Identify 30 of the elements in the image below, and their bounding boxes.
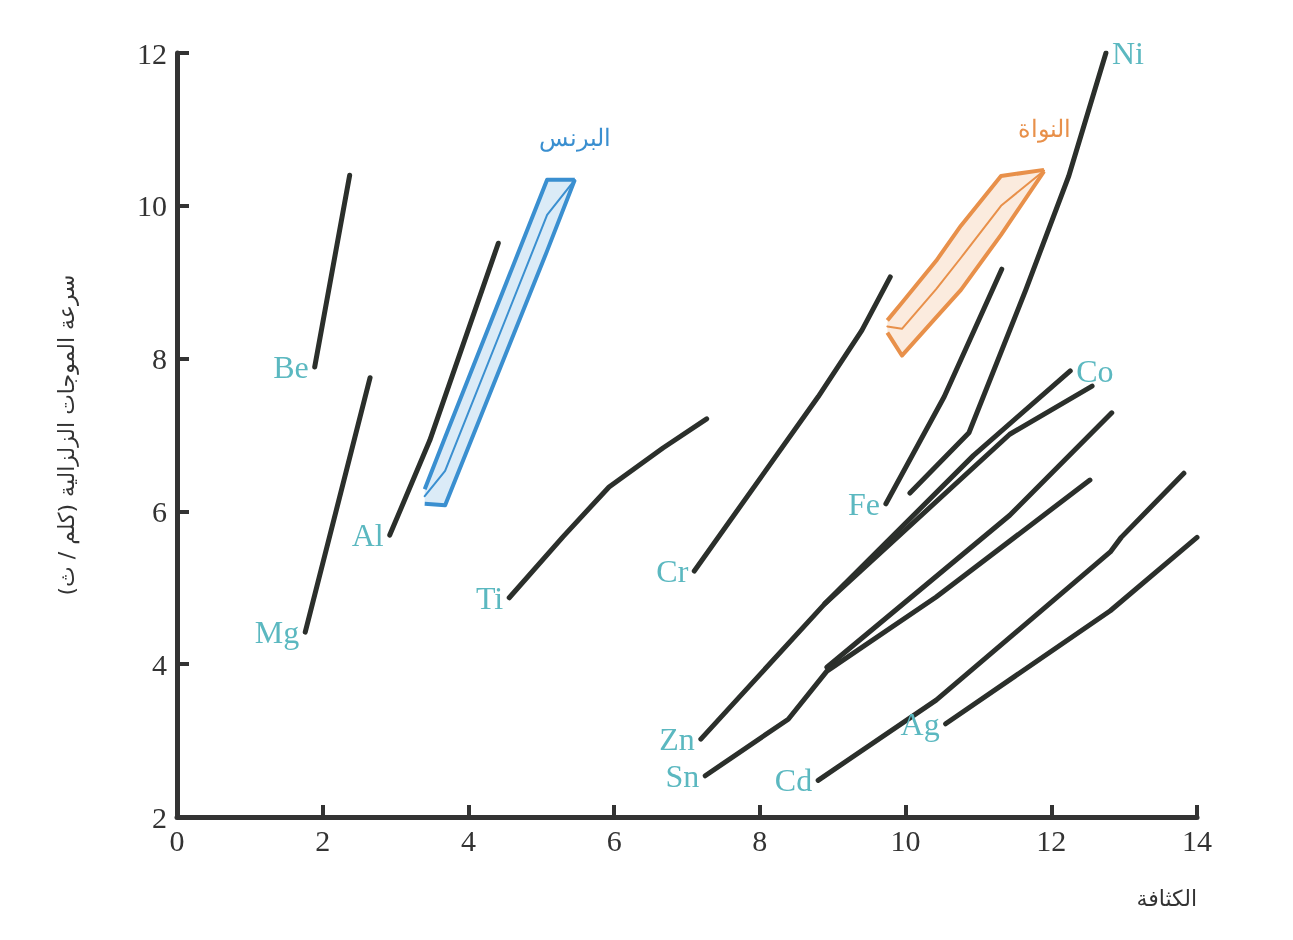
y-tick-label: 2 — [152, 800, 167, 834]
series-label: Mg — [254, 614, 300, 651]
x-tick-label: 10 — [890, 823, 921, 857]
series-label: Ti — [475, 579, 504, 616]
series-label: البرنس — [538, 124, 611, 152]
y-tick-label: 12 — [137, 36, 167, 70]
x-tick-label: 4 — [460, 823, 476, 857]
series-label: Co — [1076, 352, 1114, 389]
series-label: Cd — [774, 762, 813, 799]
x-tick-label: 2 — [315, 823, 331, 857]
x-tick-label: 12 — [1036, 823, 1067, 857]
x-tick-label: 0 — [169, 823, 185, 857]
series-label: Zn — [659, 721, 695, 758]
series-label: Ag — [900, 705, 940, 742]
x-axis-title: الكثافة — [1136, 885, 1197, 911]
series-label: Al — [351, 517, 384, 554]
y-tick-label: 10 — [137, 189, 167, 223]
y-tick-label: 4 — [152, 647, 167, 681]
series-label: Fe — [847, 485, 880, 522]
series-label: Sn — [665, 757, 700, 794]
series-label: Ni — [1111, 35, 1145, 71]
y-tick-label: 6 — [152, 494, 167, 528]
y-axis-title: سرعة الموجات الزلزالية (كلم / ث) — [53, 274, 80, 596]
x-tick-label: 6 — [606, 823, 622, 857]
series-label: النواة — [1017, 115, 1071, 143]
series-label: Cr — [656, 552, 689, 589]
y-tick-label: 8 — [152, 342, 167, 376]
series-label: Be — [273, 349, 309, 385]
x-tick-label: 8 — [752, 823, 768, 857]
x-tick-label: 14 — [1182, 823, 1212, 857]
